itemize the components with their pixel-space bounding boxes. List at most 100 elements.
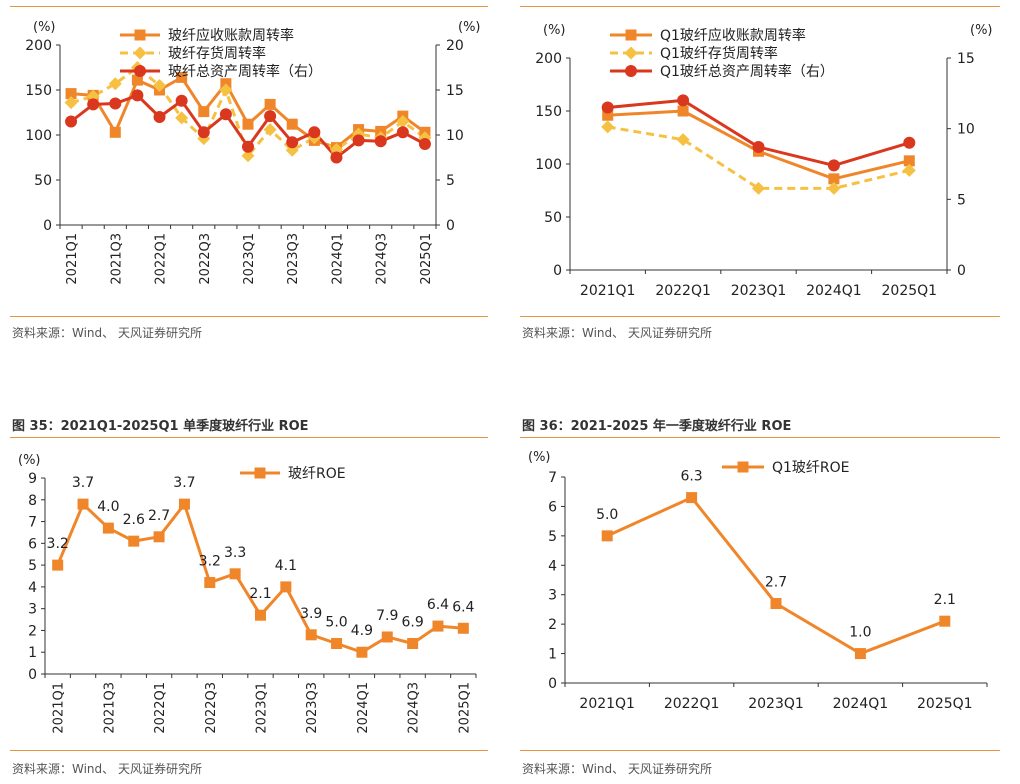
y-tick-label: 3	[28, 602, 37, 618]
data-point-0	[242, 118, 254, 130]
y2-tick-label: 5	[446, 173, 455, 189]
data-point-0	[407, 638, 419, 650]
legend-swatch-marker	[624, 46, 638, 60]
x-tick-label: 2022Q3	[198, 233, 213, 285]
data-point-0	[770, 598, 782, 610]
x-tick-label: 2022Q3	[204, 682, 219, 734]
data-point-1	[64, 96, 78, 110]
y2-tick-label: 15	[446, 83, 464, 99]
y-tick-label: 200	[25, 38, 52, 54]
y-tick-label: 1	[548, 647, 557, 663]
y-tick-label: 7	[548, 470, 557, 486]
data-point-1	[108, 77, 122, 91]
series-line-1	[607, 125, 910, 190]
y-tick-label: 0	[548, 676, 557, 692]
data-point-2	[109, 97, 122, 110]
legend-swatch-marker	[134, 65, 146, 77]
figure-35-caption: 图 35：2021Q1-2025Q1 单季度玻纤行业 ROE	[12, 419, 309, 434]
y-axis-unit: (%)	[543, 23, 566, 38]
data-point-2	[175, 94, 188, 107]
data-label: 6.3	[680, 469, 702, 485]
data-point-0	[286, 118, 298, 130]
data-label: 3.2	[47, 536, 69, 552]
y-tick-label: 50	[34, 173, 52, 189]
top-rule-left	[10, 6, 488, 7]
y-tick-label: 6	[548, 499, 557, 515]
data-point-2	[418, 138, 431, 150]
data-point-0	[677, 105, 689, 117]
y2-axis-unit: (%)	[970, 23, 993, 38]
data-point-1	[601, 120, 615, 134]
x-tick-label: 2024Q1	[833, 696, 889, 712]
data-point-2	[903, 136, 916, 149]
data-point-2	[677, 94, 690, 107]
y-tick-label: 50	[544, 210, 562, 226]
data-point-0	[77, 498, 89, 510]
data-point-2	[330, 151, 343, 164]
series-line-0	[70, 75, 426, 150]
data-point-1	[241, 149, 255, 163]
caption-rule-1	[10, 437, 488, 438]
y-tick-label: 4	[548, 558, 557, 574]
data-point-0	[457, 622, 469, 634]
data-point-2	[601, 101, 614, 114]
y2-tick-label: 5	[957, 192, 966, 208]
data-point-0	[109, 126, 121, 138]
data-point-0	[602, 109, 614, 121]
data-point-2	[87, 98, 100, 111]
x-tick-label: 2022Q1	[655, 283, 711, 299]
y-tick-label: 0	[43, 218, 52, 234]
x-tick-label: 2023Q1	[748, 696, 804, 712]
data-point-2	[65, 115, 78, 128]
y-tick-label: 100	[535, 157, 562, 173]
x-tick-label: 2024Q3	[407, 682, 422, 734]
x-tick-label: 2021Q1	[65, 233, 80, 285]
data-point-0	[255, 609, 266, 621]
legend-label: 玻纤存货周转率	[168, 45, 266, 62]
x-tick-label: 2021Q1	[580, 283, 636, 299]
data-point-0	[102, 522, 114, 534]
data-point-2	[153, 111, 166, 123]
data-label: 3.9	[300, 606, 322, 622]
legend-label: Q1玻纤ROE	[772, 460, 850, 476]
y-tick-label: 1	[28, 645, 37, 661]
data-point-1	[153, 79, 167, 92]
x-tick-label: 2024Q1	[806, 283, 862, 299]
legend-label: Q1玻纤存货周转率	[660, 45, 778, 62]
y-tick-label: 8	[28, 493, 37, 509]
y-tick-label: 4	[28, 580, 37, 596]
data-point-0	[280, 581, 292, 593]
data-point-0	[153, 531, 165, 543]
source-rule-1	[10, 316, 488, 317]
y-tick-label: 9	[28, 471, 37, 487]
y-tick-label: 2	[548, 617, 557, 633]
legend-swatch-marker	[737, 461, 749, 473]
data-point-2	[219, 108, 232, 121]
chart-turnover-q1: 0 50 100 150 200 0 5 10 15 (%) (%) 2021Q1 2022Q1 2023…	[535, 23, 993, 299]
data-point-2	[752, 141, 765, 154]
y2-tick-label: 0	[957, 263, 966, 279]
x-tick-label: 2025Q1	[917, 696, 973, 712]
y2-axis-unit: (%)	[458, 20, 481, 35]
data-point-0	[176, 71, 188, 83]
x-tick-label: 2025Q1	[457, 682, 472, 734]
x-tick-label: 2021Q1	[52, 682, 67, 734]
data-label: 4.0	[97, 499, 119, 515]
y-tick-label: 0	[28, 667, 37, 683]
y-tick-label: 2	[28, 623, 37, 639]
data-point-1	[902, 163, 916, 177]
data-label: 3.2	[199, 554, 221, 570]
legend-label: Q1玻纤总资产周转率（右）	[660, 63, 834, 80]
data-point-0	[204, 577, 216, 589]
data-label: 6.9	[401, 615, 423, 631]
data-point-0	[65, 88, 77, 100]
y-tick-label: 0	[553, 263, 562, 279]
data-point-0	[432, 620, 444, 632]
x-tick-label: 2021Q1	[579, 696, 635, 712]
data-point-0	[131, 74, 143, 86]
data-point-2	[197, 126, 210, 139]
x-tick-label: 2022Q1	[154, 233, 169, 285]
data-point-0	[828, 173, 840, 185]
data-point-2	[308, 126, 321, 139]
source-rule-4	[520, 750, 1000, 751]
